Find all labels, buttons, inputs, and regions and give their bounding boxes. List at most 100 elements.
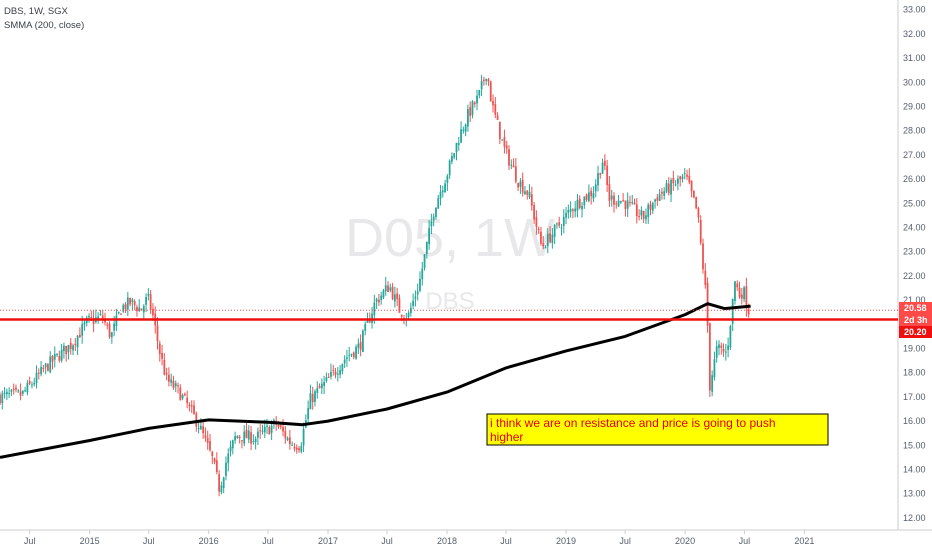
candle-body — [455, 142, 458, 153]
candle-body — [537, 228, 540, 230]
symbol-title[interactable]: DBS, 1W, SGX — [4, 6, 69, 17]
candle-body — [197, 428, 200, 430]
candle-body — [288, 437, 291, 445]
candle-body — [126, 297, 129, 310]
candle-body — [26, 383, 29, 393]
annotation-box — [486, 413, 829, 446]
candle-body — [508, 149, 510, 166]
candle-body — [724, 351, 727, 353]
last-price-value: 20.58 — [904, 303, 927, 313]
candle-body — [138, 307, 141, 312]
candle-body — [213, 458, 216, 463]
watermark-name: DBS — [425, 288, 474, 315]
candle-body — [416, 291, 419, 295]
candle-body — [412, 300, 415, 306]
price-tick-label: 17.00 — [903, 392, 926, 402]
candle-body — [99, 313, 102, 315]
candle-body — [231, 440, 234, 449]
time-tick-label: 2018 — [437, 536, 457, 546]
candle-body — [140, 308, 143, 311]
candle-body — [238, 436, 241, 438]
candle-body — [471, 101, 474, 116]
candle-body — [286, 438, 289, 441]
candle-body — [211, 451, 214, 457]
candle-body — [252, 441, 255, 443]
candle-body — [592, 193, 595, 199]
candle-body — [0, 394, 1, 404]
candle-body — [44, 363, 47, 368]
candle-body — [396, 293, 399, 300]
candle-body — [314, 391, 316, 402]
candle-body — [183, 393, 186, 396]
candle-body — [350, 354, 353, 356]
candle-body — [711, 375, 714, 392]
candle-body — [35, 372, 38, 384]
candle-body — [649, 204, 652, 210]
candle-body — [560, 227, 563, 229]
candle-body — [302, 429, 305, 446]
candle-body — [209, 441, 211, 451]
price-tick-label: 33.00 — [903, 5, 926, 15]
candle-body — [1, 393, 4, 404]
candle-body — [686, 174, 688, 177]
candle-body — [222, 477, 225, 488]
candle-body — [69, 342, 72, 349]
candle-body — [161, 352, 163, 359]
candle-body — [307, 408, 310, 420]
candle-body — [181, 394, 184, 399]
candle-body — [104, 319, 106, 323]
candle-body — [498, 121, 501, 140]
candle-body — [514, 166, 517, 182]
time-tick-label: 2015 — [80, 536, 100, 546]
line-price-tag: 20.20 — [899, 326, 932, 338]
candle-body — [505, 145, 508, 149]
candle-body — [519, 181, 522, 187]
time-tick-label: Jul — [143, 536, 155, 546]
candle-body — [53, 353, 56, 360]
candle-body — [565, 212, 567, 218]
candle-body — [702, 243, 704, 270]
candle-body — [362, 330, 364, 352]
candle-body — [635, 204, 638, 217]
candle-body — [318, 385, 321, 389]
price-tick-label: 26.00 — [903, 174, 926, 184]
last-price-box — [899, 302, 932, 314]
candle-body — [425, 241, 428, 254]
candle-body — [553, 225, 556, 237]
candle-body — [373, 302, 376, 316]
candle-body — [106, 324, 109, 326]
candle-body — [492, 101, 494, 106]
candle-body — [277, 425, 280, 427]
candle-body — [517, 182, 520, 188]
candle-body — [355, 346, 357, 359]
price-tick-label: 29.00 — [903, 101, 926, 111]
candle-body — [569, 208, 572, 212]
candle-body — [446, 175, 449, 183]
candle-body — [629, 201, 631, 203]
candle-body — [437, 198, 440, 209]
candle-body — [76, 335, 79, 348]
candle-body — [19, 391, 22, 396]
candle-body — [72, 345, 74, 351]
candle-body — [195, 413, 198, 427]
candle-body — [544, 247, 547, 249]
candle-body — [542, 243, 545, 247]
time-axis[interactable]: Jul 2015 Jul 2016 Jul 2017 Jul 2018 Jul 2019 Jul 20… — [24, 530, 815, 546]
candle-body — [78, 334, 81, 338]
candle-body — [332, 369, 335, 371]
candle-body — [651, 202, 654, 211]
candle-body — [380, 295, 383, 301]
candle-body — [259, 430, 262, 432]
candle-body — [688, 175, 691, 183]
annotation-note[interactable]: i think we are on resistance and price i… — [486, 413, 829, 446]
candle-body — [15, 387, 17, 390]
candle-body — [460, 129, 462, 143]
candle-body — [291, 444, 294, 446]
indicator-legend[interactable]: SMMA (200, close) — [4, 20, 84, 31]
candle-body — [375, 299, 378, 302]
candle-body — [215, 460, 218, 472]
candle-body — [478, 89, 481, 96]
candle-body — [708, 323, 711, 391]
time-tick-label: Jul — [619, 536, 631, 546]
